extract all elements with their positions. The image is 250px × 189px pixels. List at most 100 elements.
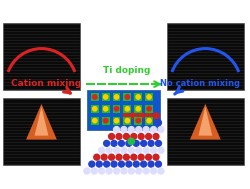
Bar [112,117,120,125]
Text: Ti doping: Ti doping [103,66,150,75]
Circle shape [94,154,100,160]
Bar [3,23,80,90]
Circle shape [148,120,154,126]
Circle shape [121,147,127,153]
Circle shape [121,168,127,174]
Bar [3,98,80,165]
Circle shape [148,140,154,146]
Bar [91,93,99,101]
Circle shape [153,154,159,160]
Polygon shape [190,104,221,140]
Bar [124,117,131,125]
Circle shape [158,127,164,132]
Circle shape [104,119,108,123]
Circle shape [124,113,129,119]
Circle shape [108,133,114,139]
Circle shape [128,168,134,174]
Circle shape [92,107,97,111]
Circle shape [92,119,97,123]
Circle shape [96,161,102,167]
Bar [102,93,110,101]
Circle shape [128,138,134,145]
Text: Cation mixing: Cation mixing [11,79,82,88]
Circle shape [111,140,117,146]
Circle shape [84,168,90,174]
Bar [87,90,160,129]
Circle shape [114,127,119,132]
Circle shape [116,133,122,139]
Circle shape [158,147,164,153]
Text: No cation mixing: No cation mixing [160,79,240,88]
Polygon shape [26,104,57,140]
Circle shape [158,168,164,174]
Circle shape [121,127,127,132]
Circle shape [146,154,152,160]
Circle shape [133,140,139,146]
Circle shape [136,95,140,99]
Circle shape [150,147,156,153]
Circle shape [118,140,124,146]
Circle shape [128,147,134,153]
Circle shape [106,168,112,174]
Circle shape [136,119,140,123]
Bar [102,117,110,125]
Circle shape [133,161,139,167]
Circle shape [147,119,151,123]
Bar [102,105,110,113]
Circle shape [114,95,119,99]
Bar [134,93,142,101]
Circle shape [136,147,142,153]
Circle shape [114,107,119,111]
Circle shape [114,168,119,174]
Bar [167,98,244,165]
Circle shape [124,133,129,139]
Bar [112,93,120,101]
Circle shape [101,154,107,160]
Circle shape [147,95,151,99]
Bar [91,117,99,125]
Polygon shape [198,107,212,136]
Circle shape [146,113,152,119]
Circle shape [106,147,112,153]
Circle shape [136,127,142,132]
Circle shape [92,95,97,99]
Circle shape [125,95,130,99]
Circle shape [153,133,159,139]
Circle shape [153,113,159,119]
Circle shape [136,168,142,174]
Bar [124,93,131,101]
Circle shape [126,120,132,126]
Bar [145,93,153,101]
Bar [112,105,120,113]
Circle shape [143,127,149,132]
Circle shape [128,127,134,132]
Circle shape [148,161,154,167]
Circle shape [118,120,124,126]
Circle shape [126,140,132,146]
Bar [134,117,142,125]
Circle shape [141,120,146,126]
Bar [145,105,153,113]
Circle shape [125,119,130,123]
Circle shape [147,107,151,111]
Bar [167,23,244,90]
Circle shape [108,154,114,160]
Polygon shape [34,107,48,136]
Circle shape [89,161,95,167]
Circle shape [126,161,132,167]
Circle shape [156,140,162,146]
Bar [145,117,153,125]
Circle shape [156,120,162,126]
Circle shape [156,161,162,167]
Circle shape [125,107,130,111]
Circle shape [104,140,110,146]
Circle shape [114,147,119,153]
Circle shape [118,161,124,167]
Circle shape [143,168,149,174]
Bar [91,105,99,113]
Circle shape [124,154,129,160]
Circle shape [141,140,146,146]
Circle shape [104,161,110,167]
Bar [134,105,142,113]
Circle shape [131,154,137,160]
